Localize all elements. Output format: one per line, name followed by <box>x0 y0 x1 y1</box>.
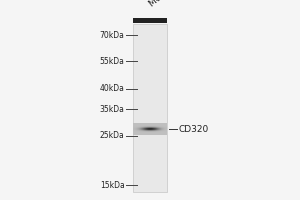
Text: 55kDa: 55kDa <box>100 56 124 66</box>
Text: CD320: CD320 <box>178 124 209 134</box>
Text: Mouse testis: Mouse testis <box>147 0 197 9</box>
Bar <box>133 24 167 192</box>
Text: 40kDa: 40kDa <box>100 84 124 93</box>
Text: 70kDa: 70kDa <box>100 30 124 40</box>
Text: 35kDa: 35kDa <box>100 104 124 114</box>
Text: 25kDa: 25kDa <box>100 132 124 140</box>
Text: 15kDa: 15kDa <box>100 180 124 190</box>
